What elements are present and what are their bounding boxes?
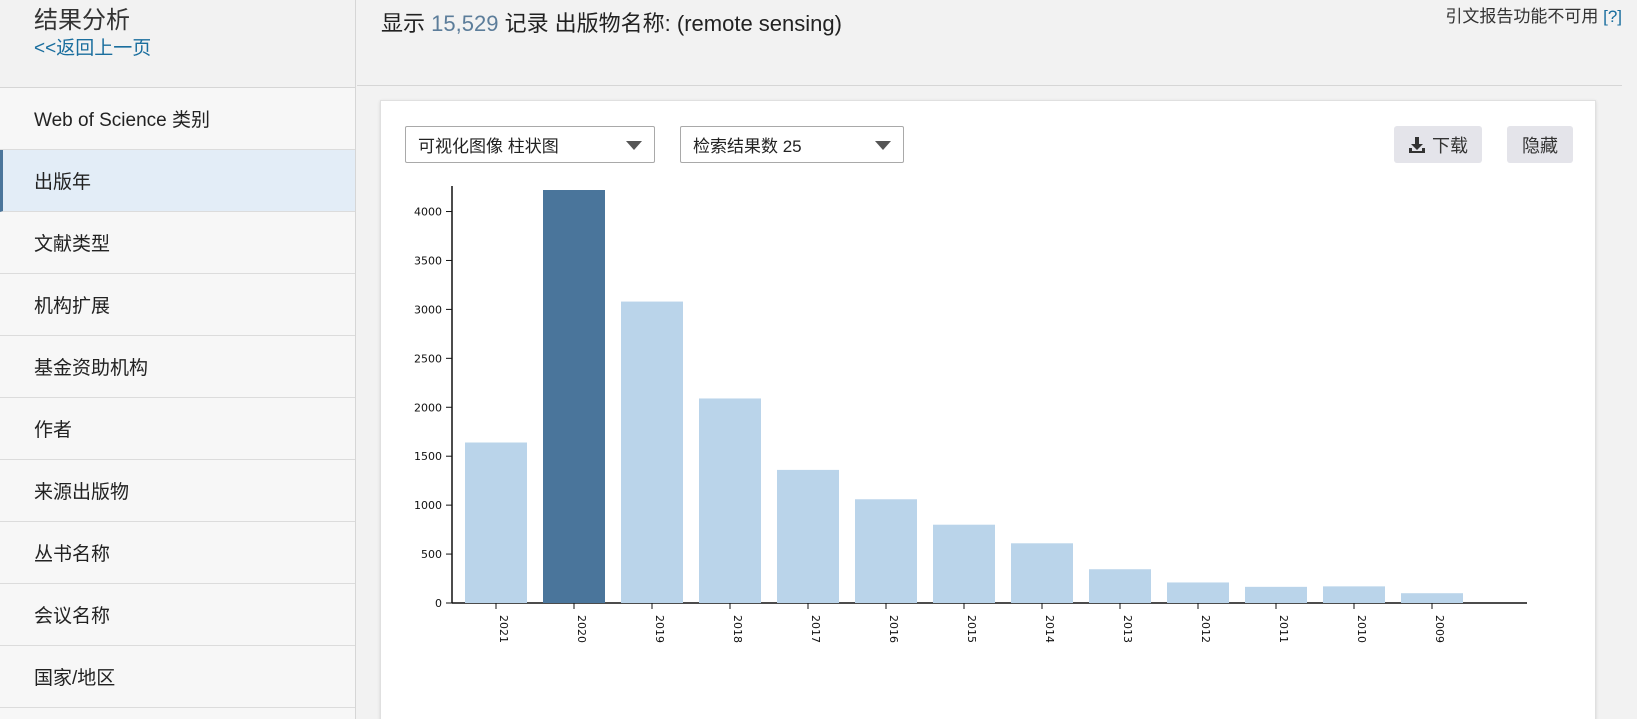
- download-icon: [1409, 136, 1425, 153]
- x-tick-label: 2021: [497, 615, 510, 643]
- back-link[interactable]: <<返回上一页: [34, 38, 152, 59]
- bar-2010[interactable]: [1323, 586, 1385, 603]
- bar-2011[interactable]: [1245, 586, 1307, 603]
- y-tick-label: 4000: [414, 206, 442, 219]
- sidebar-item-author[interactable]: 作者: [0, 398, 355, 460]
- bar-2018[interactable]: [699, 398, 761, 603]
- x-tick-label: 2017: [809, 615, 822, 643]
- bar-2017[interactable]: [777, 469, 839, 603]
- visualization-select[interactable]: 可视化图像 柱状图: [405, 126, 655, 163]
- y-tick-label: 2000: [414, 401, 442, 414]
- sidebar-item-publication-year[interactable]: 出版年: [0, 150, 355, 212]
- x-tick-label: 2013: [1121, 615, 1134, 643]
- bar-2009[interactable]: [1401, 593, 1463, 603]
- chart-panel: 可视化图像 柱状图 检索结果数 25 下载 隐藏 0 500 1000 1500 200…: [380, 100, 1596, 719]
- bar-2019[interactable]: [621, 301, 683, 603]
- citation-report-note: 引文报告功能不可用 [?]: [1445, 2, 1622, 27]
- bar-2012[interactable]: [1167, 582, 1229, 603]
- chevron-down-icon: [875, 141, 891, 150]
- download-button[interactable]: 下载: [1394, 126, 1482, 163]
- chevron-down-icon: [626, 141, 642, 150]
- bar-2020[interactable]: [543, 190, 605, 603]
- hide-button[interactable]: 隐藏: [1507, 126, 1573, 163]
- y-tick-label: 1000: [414, 499, 442, 512]
- y-tick-label: 3500: [414, 254, 442, 267]
- y-tick-label: 1500: [414, 450, 442, 463]
- result-prefix: 显示: [381, 11, 426, 36]
- hide-label: 隐藏: [1522, 135, 1558, 156]
- bar-2015[interactable]: [933, 524, 995, 603]
- x-tick-label: 2018: [731, 615, 744, 643]
- result-suffix: 记录 出版物名称: (remote sensing): [504, 11, 842, 36]
- bar-2016[interactable]: [855, 499, 917, 603]
- x-tick-label: 2020: [575, 615, 588, 643]
- result-count-select[interactable]: 检索结果数 25: [680, 126, 904, 163]
- sidebar-item-source-title[interactable]: 来源出版物: [0, 460, 355, 522]
- y-tick-label: 500: [421, 548, 442, 561]
- bar-2013[interactable]: [1089, 569, 1151, 603]
- sidebar-item-series-title[interactable]: 丛书名称: [0, 522, 355, 584]
- results-header: 显示 15,529 记录 出版物名称: (remote sensing) 引文报…: [357, 0, 1622, 86]
- y-tick-label: 0: [435, 597, 442, 610]
- bar-2014[interactable]: [1011, 543, 1073, 603]
- help-link[interactable]: [?]: [1603, 7, 1622, 26]
- citation-note-text: 引文报告功能不可用: [1445, 7, 1599, 26]
- sidebar-title: 结果分析: [34, 7, 130, 34]
- x-tick-label: 2011: [1277, 615, 1290, 643]
- result-count-select-value: 检索结果数 25: [693, 137, 802, 156]
- x-tick-label: 2019: [653, 615, 666, 643]
- sidebar-item-organization[interactable]: 机构扩展: [0, 274, 355, 336]
- y-tick-label: 3000: [414, 303, 442, 316]
- y-tick-label: 2500: [414, 352, 442, 365]
- download-label: 下载: [1432, 135, 1468, 156]
- bar-2021[interactable]: [465, 442, 527, 603]
- sidebar-item-funding-agency[interactable]: 基金资助机构: [0, 336, 355, 398]
- x-tick-label: 2015: [965, 615, 978, 643]
- sidebar: 结果分析 <<返回上一页 Web of Science 类别 出版年 文献类型 …: [0, 0, 356, 719]
- year-bar-chart: 0 500 1000 1500 2000 2500 3000 3500 4000 2021 2020…: [414, 186, 1527, 643]
- visualization-select-value: 可视化图像 柱状图: [418, 137, 559, 156]
- sidebar-header: 结果分析 <<返回上一页: [0, 0, 355, 88]
- x-tick-label: 2010: [1355, 615, 1368, 643]
- sidebar-item-wos-category[interactable]: Web of Science 类别: [0, 88, 355, 150]
- x-tick-label: 2016: [887, 615, 900, 643]
- sidebar-item-country-region[interactable]: 国家/地区: [0, 646, 355, 708]
- x-tick-label: 2014: [1043, 615, 1056, 643]
- x-tick-label: 2012: [1199, 615, 1212, 643]
- sidebar-item-document-type[interactable]: 文献类型: [0, 212, 355, 274]
- result-count: 15,529: [431, 11, 499, 36]
- sidebar-item-conference-title[interactable]: 会议名称: [0, 584, 355, 646]
- x-tick-label: 2009: [1433, 615, 1446, 643]
- result-heading: 显示 15,529 记录 出版物名称: (remote sensing): [381, 6, 842, 38]
